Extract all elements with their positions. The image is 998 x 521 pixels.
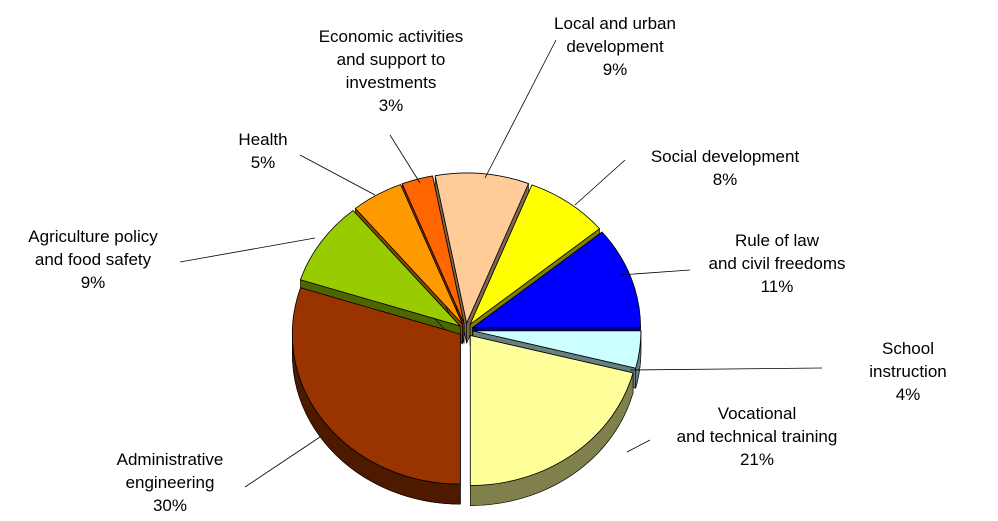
slice-label: Local and urban development 9% — [554, 12, 676, 81]
leader-line — [244, 436, 321, 488]
slice — [469, 184, 601, 326]
value-label: 30% — [152, 496, 188, 515]
slice-label: Rule of law and civil freedoms 11% — [708, 229, 845, 298]
slice-label: Economic activities and support to inves… — [319, 25, 464, 117]
value-label: 3% — [378, 96, 404, 115]
slice-label: School instruction 4% — [863, 337, 953, 406]
slice — [472, 330, 642, 369]
slice — [354, 184, 463, 325]
category-label: Administrative engineering — [116, 450, 224, 492]
slice-label: Health 5% — [238, 128, 287, 174]
leader-line — [626, 439, 651, 453]
category-label: Local and urban development — [554, 14, 676, 56]
category-label: Health — [238, 130, 288, 149]
slice — [471, 231, 641, 329]
leader-line — [179, 237, 316, 263]
slice — [291, 287, 461, 485]
leader-line — [619, 269, 691, 276]
leader-line — [299, 154, 376, 196]
slice — [299, 209, 462, 327]
value-label: 9% — [602, 60, 628, 79]
slice-label: Vocational and technical training 21% — [677, 402, 838, 471]
category-label: Social development — [650, 147, 800, 166]
slice — [434, 172, 530, 325]
value-label: 11% — [760, 277, 794, 296]
category-label: Vocational and technical training — [676, 404, 838, 446]
slice-label: Agriculture policy and food safety 9% — [28, 225, 157, 294]
leader-line — [484, 39, 557, 179]
slice-label: Social development 8% — [651, 145, 799, 191]
category-label: Economic activities and support to inves… — [318, 27, 464, 92]
category-label: Rule of law and civil freedoms — [708, 231, 846, 273]
leader-line — [389, 134, 421, 184]
value-label: 8% — [712, 170, 738, 189]
value-label: 4% — [895, 385, 921, 404]
slice-label: Administrative engineering 30% — [117, 448, 224, 517]
leader-line — [629, 367, 823, 371]
leader-line — [574, 159, 626, 206]
value-label: 21% — [739, 450, 775, 469]
category-label: School instruction — [869, 339, 947, 381]
category-label: Agriculture policy and food safety — [28, 227, 158, 269]
value-label: 9% — [80, 273, 106, 292]
value-label: 5% — [250, 153, 276, 172]
slice — [469, 335, 634, 486]
